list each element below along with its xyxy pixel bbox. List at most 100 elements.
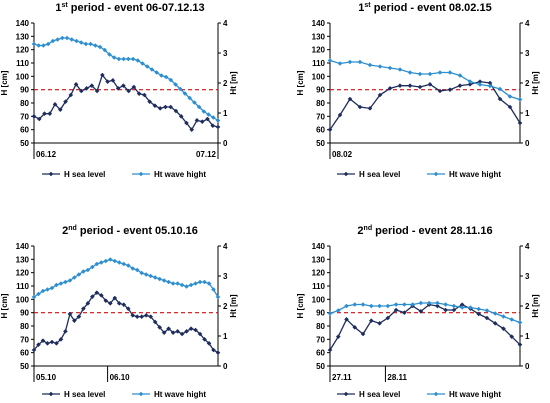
data-point	[189, 127, 195, 132]
data-point	[157, 325, 162, 330]
data-point	[487, 83, 493, 89]
data-point	[337, 61, 343, 66]
y-tick-label: 110	[312, 59, 325, 68]
chart-title-text: period - event 05.10.16	[77, 225, 198, 237]
data-point	[112, 258, 118, 264]
data-point	[130, 313, 136, 318]
y-tick-label: 130	[16, 255, 30, 264]
data-point	[459, 305, 465, 310]
chart-title-superscript: nd	[68, 225, 77, 232]
data-point	[184, 284, 189, 289]
data-point	[484, 308, 490, 313]
data-point	[134, 267, 140, 273]
data-point	[157, 106, 163, 111]
data-point	[49, 285, 55, 291]
data-point	[377, 92, 383, 98]
data-point	[63, 329, 68, 334]
data-point	[88, 41, 93, 47]
y-tick-label: 110	[16, 282, 29, 291]
data-point	[369, 318, 374, 323]
data-point	[327, 127, 333, 132]
data-point	[360, 331, 366, 337]
data-point	[168, 104, 173, 110]
data-point	[357, 59, 363, 65]
data-point	[507, 104, 513, 110]
data-point	[344, 303, 349, 309]
y-tick-label: 100	[16, 72, 30, 81]
legend-entry-wave-height: Ht wave hight	[427, 390, 501, 399]
y2-tick-label: 4	[223, 19, 228, 28]
data-point	[178, 114, 184, 119]
y2-tick-label: 2	[223, 79, 228, 88]
data-point	[197, 279, 203, 285]
y-tick-label: 100	[16, 295, 30, 304]
y-axis-label: H [cm]	[0, 70, 9, 95]
data-point	[168, 77, 174, 83]
data-point	[457, 73, 463, 78]
data-point	[166, 326, 171, 331]
data-point	[468, 305, 473, 310]
data-point	[211, 347, 216, 353]
data-point	[107, 257, 113, 262]
data-point	[152, 275, 158, 280]
data-point	[166, 279, 171, 285]
y-tick-label: 120	[16, 269, 30, 278]
data-point	[67, 278, 73, 283]
y2-tick-label: 4	[525, 242, 530, 251]
data-point	[369, 303, 374, 309]
y2-tick-label: 0	[223, 139, 228, 148]
data-point	[121, 302, 127, 307]
data-point	[60, 35, 65, 41]
chart-title-text: period - event 28.11.16	[372, 225, 492, 237]
data-point	[347, 59, 353, 65]
legend-marker	[48, 391, 54, 397]
data-point	[215, 118, 221, 123]
legend-entry-sea-level: H sea level	[337, 170, 400, 179]
data-point	[435, 303, 440, 309]
y-tick-label: 60	[316, 126, 325, 135]
data-point	[131, 84, 137, 90]
data-point	[175, 329, 180, 334]
x-tick-label: 06.10	[110, 373, 131, 382]
data-point	[99, 293, 104, 298]
legend-entry-wave-height: Ht wave hight	[427, 170, 501, 179]
data-point	[497, 86, 503, 92]
data-point	[487, 80, 493, 86]
data-point	[437, 70, 443, 75]
data-point	[477, 79, 483, 84]
data-point	[121, 56, 126, 62]
legend-entry-wave-height: Ht wave hight	[132, 390, 206, 399]
data-point	[467, 79, 473, 84]
data-point	[193, 327, 198, 333]
data-point	[352, 325, 358, 330]
data-point	[55, 37, 60, 42]
data-point	[149, 67, 155, 72]
y-tick-label: 80	[20, 99, 29, 108]
data-point	[182, 91, 188, 96]
data-point	[335, 334, 341, 339]
data-point	[103, 298, 109, 303]
data-point	[377, 303, 382, 309]
data-point	[360, 302, 366, 307]
data-point	[112, 295, 118, 301]
data-point	[58, 337, 64, 342]
chart-title-superscript: st	[364, 2, 371, 9]
data-point	[36, 342, 41, 347]
data-point	[42, 111, 47, 116]
data-point	[85, 267, 91, 273]
data-point	[116, 301, 122, 306]
data-point	[335, 308, 341, 313]
legend-marker	[138, 171, 144, 177]
legend-entry-wave-height: Ht wave hight	[132, 170, 206, 179]
y-tick-label: 60	[316, 349, 325, 358]
y-tick-label: 100	[312, 295, 326, 304]
y-tick-label: 60	[20, 349, 29, 358]
data-point	[435, 300, 440, 306]
y2-axis-label: Ht [m]	[229, 71, 238, 94]
data-point	[170, 330, 176, 335]
data-point	[105, 79, 110, 84]
data-point	[76, 272, 82, 277]
y2-tick-label: 2	[525, 79, 530, 88]
data-point	[199, 119, 205, 124]
